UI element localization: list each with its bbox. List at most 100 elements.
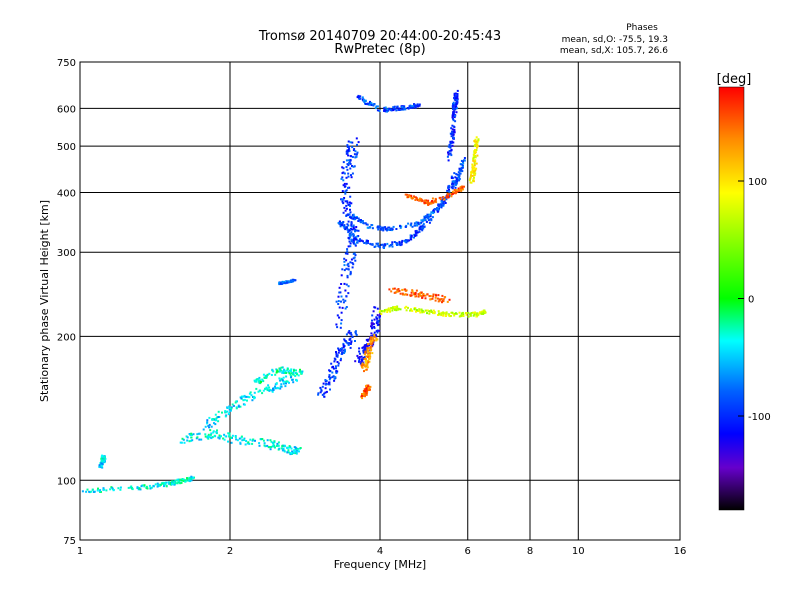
data-point [447,193,450,196]
data-point [369,346,372,349]
data-point [401,288,404,291]
data-point [411,289,414,292]
data-point [388,226,391,229]
data-point [383,245,386,248]
data-point [353,237,356,240]
data-point [333,377,336,380]
data-point [117,487,120,490]
data-point [452,141,455,144]
data-point [263,376,266,379]
data-point [447,196,450,199]
data-point [456,99,459,102]
data-point [396,244,398,246]
data-point [103,458,106,461]
data-point [382,226,385,229]
data-point [343,348,346,351]
data-point [366,223,369,226]
data-point [399,226,402,229]
data-point [288,280,291,283]
data-point [262,439,265,442]
data-point [434,200,437,203]
data-point [236,439,239,442]
data-point [212,430,215,433]
data-point [347,265,350,268]
data-point [473,156,475,159]
data-point [457,179,459,182]
data-point [357,356,360,359]
data-point [333,360,336,363]
data-point [417,293,420,296]
data-point [448,143,451,146]
data-point [332,365,334,368]
data-point [354,243,357,246]
data-point [281,370,284,373]
data-point [471,163,474,166]
data-point [227,432,230,435]
data-point [456,180,459,183]
data-point [379,228,382,230]
data-point [280,383,283,386]
data-point [269,439,272,442]
data-point [373,339,376,342]
data-point [188,478,191,481]
data-point [355,137,358,140]
data-point [342,161,345,164]
data-point [324,380,327,383]
data-point [234,435,237,437]
data-point [293,449,296,452]
data-point [437,203,440,206]
data-point [376,338,379,341]
data-point [345,182,348,185]
data-point [335,352,338,355]
data-point [348,240,351,243]
data-point [460,189,463,192]
data-point [346,227,349,230]
data-point [339,347,342,350]
data-point [462,162,465,165]
data-point [234,401,237,404]
data-point [370,345,373,348]
data-point [445,198,448,201]
data-point [349,270,352,273]
data-point [354,340,356,342]
data-point [394,108,397,111]
data-point [392,306,395,309]
data-point [419,222,422,225]
data-point [427,217,430,220]
data-point [358,352,361,355]
data-point [136,487,139,489]
data-point [253,397,256,400]
data-point [345,306,348,308]
data-point [384,106,387,109]
data-point [369,388,371,391]
data-point [235,400,238,403]
data-point [376,331,379,334]
data-point [365,338,368,341]
data-point [461,170,464,173]
data-point [294,450,297,453]
data-point [390,290,393,293]
data-point [210,432,213,435]
data-point [451,186,454,189]
data-point [433,208,436,211]
data-point [413,222,416,225]
data-point [459,186,462,189]
data-point [344,252,347,255]
data-point [143,484,146,487]
data-point [341,190,344,193]
data-point [249,391,252,394]
data-point [346,252,349,255]
data-point [418,103,421,106]
data-point [350,258,353,261]
data-point [320,388,323,391]
data-point [478,312,481,315]
data-point [427,199,430,202]
data-point [163,483,165,486]
data-point [454,103,457,106]
data-point [352,227,355,230]
data-point [179,482,182,485]
data-point [257,390,260,393]
data-point [190,432,193,435]
data-point [342,301,345,304]
